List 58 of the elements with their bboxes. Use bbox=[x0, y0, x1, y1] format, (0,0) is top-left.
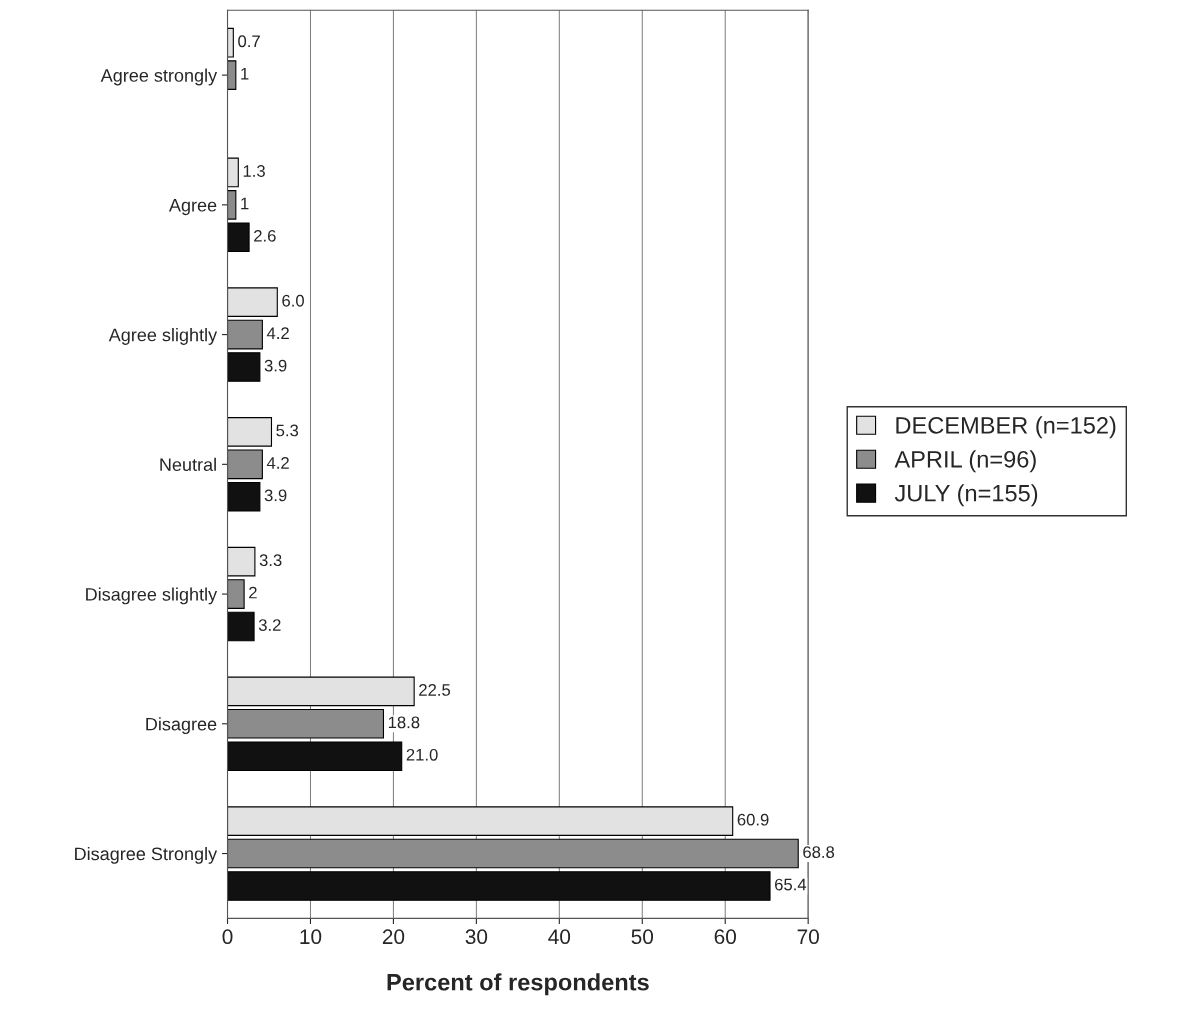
bar bbox=[227, 481, 261, 512]
y-tick-label: Agree strongly bbox=[100, 68, 218, 86]
bar bbox=[227, 60, 237, 90]
legend-label: JULY (n=155) bbox=[894, 484, 1038, 507]
data-label: 21.0 bbox=[406, 748, 438, 761]
bar bbox=[227, 352, 261, 382]
bar bbox=[227, 708, 385, 739]
bar bbox=[227, 190, 237, 220]
y-tick-label: Neutral bbox=[160, 457, 216, 472]
x-tick-label: 70 bbox=[797, 929, 819, 945]
bar bbox=[227, 287, 278, 317]
data-label: 2.6 bbox=[254, 229, 276, 242]
x-axis-title: Percent of respondents bbox=[387, 973, 649, 996]
bar bbox=[227, 611, 255, 642]
data-label: 4.2 bbox=[266, 327, 289, 339]
data-label: 18.8 bbox=[388, 716, 420, 729]
data-label: 2 bbox=[249, 586, 257, 599]
data-label: 0.7 bbox=[238, 35, 260, 48]
y-tick-label: Disagree slightly bbox=[86, 587, 218, 605]
data-label: 4.2 bbox=[266, 457, 289, 469]
data-label: 1 bbox=[241, 67, 249, 80]
x-tick-label: 0 bbox=[222, 929, 233, 945]
bar bbox=[227, 222, 250, 253]
bar bbox=[227, 449, 263, 480]
y-tick-label: Agree slightly bbox=[108, 328, 218, 345]
data-label: 3.2 bbox=[258, 619, 281, 631]
data-label: 1.3 bbox=[243, 165, 265, 177]
bar bbox=[227, 27, 234, 58]
bar bbox=[227, 871, 771, 901]
y-tick-label: Agree bbox=[168, 198, 217, 216]
x-tick-label: 10 bbox=[300, 929, 322, 945]
bar bbox=[227, 741, 403, 772]
data-label: 68.8 bbox=[803, 846, 835, 859]
bar bbox=[227, 157, 239, 188]
data-label: 1 bbox=[241, 197, 249, 210]
bar bbox=[227, 806, 734, 836]
x-tick-label: 30 bbox=[465, 929, 488, 945]
data-label: 60.9 bbox=[737, 813, 769, 826]
y-tick-label: Disagree Strongly bbox=[75, 846, 218, 864]
data-label: 6.0 bbox=[282, 294, 304, 307]
bar bbox=[227, 546, 256, 577]
data-label: 3.3 bbox=[259, 554, 282, 567]
y-tick-label: Disagree bbox=[146, 717, 217, 735]
bar bbox=[227, 319, 263, 350]
data-label: 65.4 bbox=[775, 878, 807, 891]
data-label: 3.9 bbox=[264, 489, 287, 502]
x-tick-label: 20 bbox=[382, 929, 405, 945]
x-tick-label: 50 bbox=[631, 929, 654, 945]
bar bbox=[227, 676, 415, 707]
x-tick-label: 60 bbox=[714, 929, 736, 945]
legend-label: APRIL (n=96) bbox=[894, 450, 1036, 473]
bar bbox=[227, 838, 799, 869]
bar bbox=[227, 579, 245, 609]
data-label: 5.3 bbox=[276, 424, 299, 437]
data-label: 3.9 bbox=[264, 359, 287, 372]
data-label: 22.5 bbox=[419, 684, 451, 696]
legend-label: DECEMBER (n=152) bbox=[896, 416, 1116, 439]
x-tick-label: 40 bbox=[548, 929, 571, 945]
